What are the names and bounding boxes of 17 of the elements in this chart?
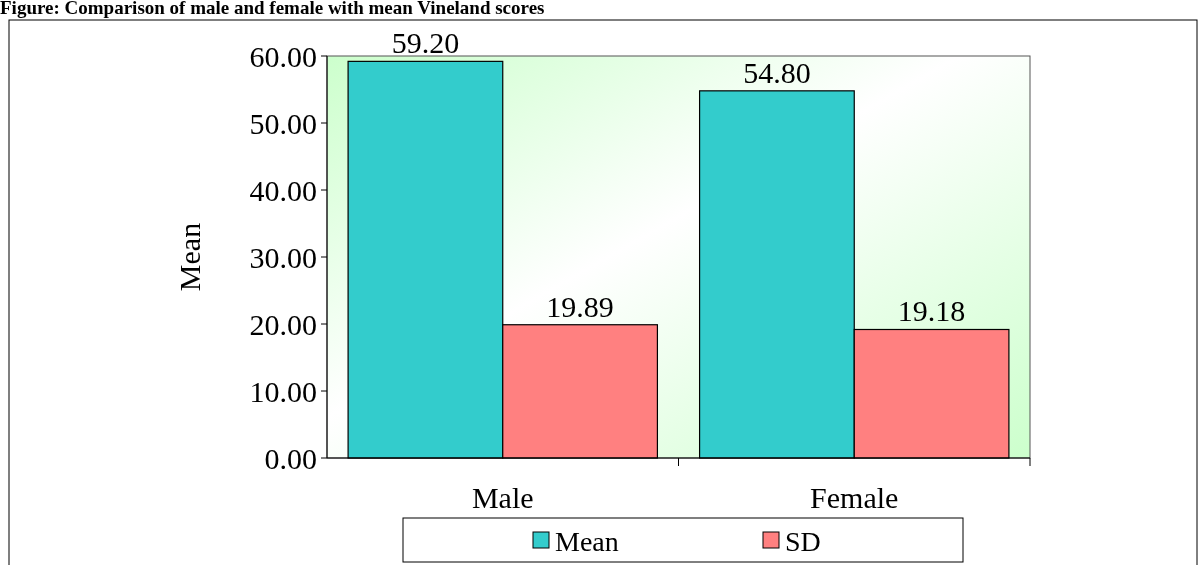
chart-title: Figure: Comparison of male and female with mean Vineland scores xyxy=(0,0,545,18)
data-label: 19.18 xyxy=(897,294,966,328)
x-tick-label: Male xyxy=(471,481,534,514)
x-tick-label: Female xyxy=(810,481,899,514)
y-tick-label: 20.00 xyxy=(249,307,317,341)
y-tick-label: 50.00 xyxy=(249,106,317,140)
legend-label: SD xyxy=(785,526,821,557)
y-tick-label: 10.00 xyxy=(249,374,317,408)
y-tick-label: 40.00 xyxy=(249,173,317,207)
y-tick-label: 0.00 xyxy=(264,441,317,475)
y-tick-label: 60.00 xyxy=(249,39,317,73)
data-label: 59.20 xyxy=(391,26,460,60)
data-label: 54.80 xyxy=(743,55,811,89)
y-axis-title: Mean xyxy=(173,222,206,292)
legend-label: Mean xyxy=(555,526,619,557)
data-label: 19.89 xyxy=(546,289,614,323)
y-tick-label: 30.00 xyxy=(249,240,317,274)
